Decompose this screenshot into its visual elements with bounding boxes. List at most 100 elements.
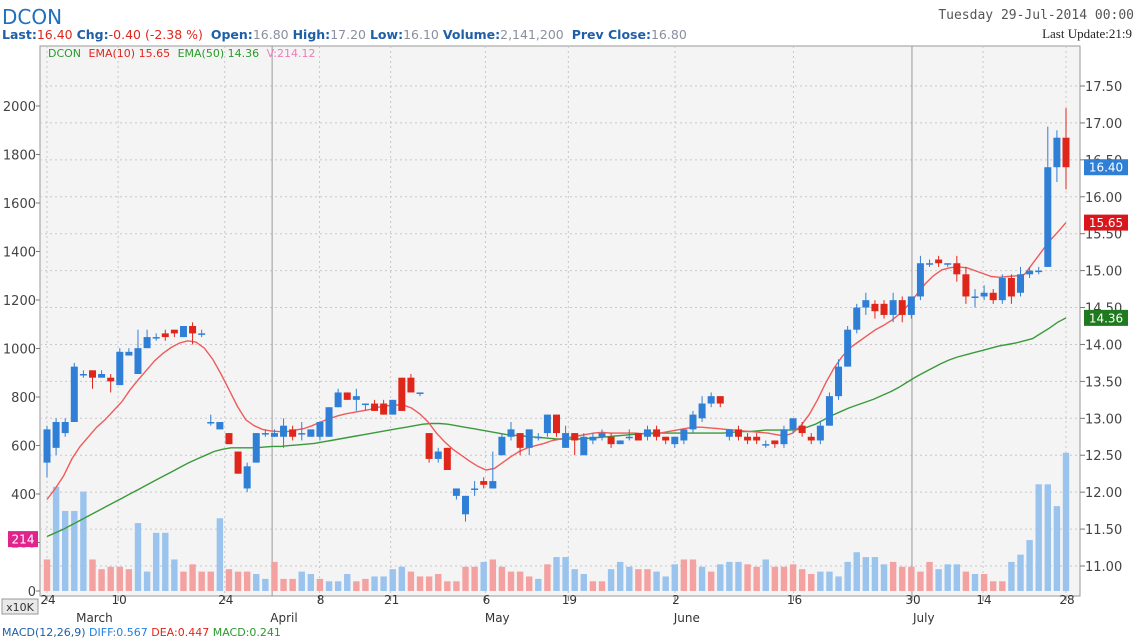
candle-body [516,433,524,448]
volume-bar [507,571,515,591]
month-label: July [912,611,935,625]
volume-bar [398,566,406,591]
candle-body [589,436,597,441]
volume-unit-box [1,598,39,615]
chg-label: Chg: [76,27,109,42]
volume-bar [362,578,369,591]
volume-bar [990,581,997,591]
candle-body [252,433,260,463]
ema10-line [46,222,1067,500]
volume-bar [225,569,233,591]
volume-bar [271,561,278,591]
candle-body [771,440,779,445]
svg-text:DCON EMA(10) 15.65: DCON EMA(10) 15.65 EMA(50) 14.36 V:214.1… [48,47,315,60]
date-tick-label: 10 [111,593,126,607]
volume-bar [416,576,424,591]
candle-body [462,495,470,515]
candle-body [835,366,843,397]
candle-body [880,303,888,315]
candle-body [944,263,952,265]
volume-bar [125,569,133,591]
last-update: Last Update:21:9 [1042,26,1132,41]
legend-volume: V:214.12 [267,47,316,60]
candle-body [580,436,588,456]
price-tick-label: 12.00 [1085,486,1122,501]
candle-body [798,425,806,434]
volume-tick-label: 1200 [3,294,36,309]
legend-symbol: DCON [48,47,81,60]
candle-body [698,403,706,419]
candle-body [270,433,278,437]
candle-body [753,436,761,441]
macd-label: MACD(12,26,9) [2,626,86,639]
open-label: Open: [210,27,253,42]
candle-body [125,351,133,356]
candle-body [43,429,51,463]
date-tick-label: 2 [672,593,680,607]
candle-body [1007,278,1015,297]
candle-body [789,418,797,430]
volume-tick-label: 600 [11,440,36,455]
last-value: 16.40 [36,27,73,42]
candle-body [889,300,897,315]
candlesticks [43,108,1070,522]
volume-bar [1026,540,1033,591]
candle-body [371,403,379,411]
candle-body [634,433,642,441]
macd-diff: DIFF:0.567 [89,626,148,639]
plot-area[interactable] [39,45,1081,597]
candle-body [543,414,551,434]
volume-bar [243,571,251,591]
candle-body [107,377,115,382]
date-tick-label: 30 [905,593,920,607]
volume-bar [107,566,114,591]
volume-bar [798,569,806,591]
volume-tick-label: 1000 [3,343,36,358]
volume-bar [935,569,942,591]
volume-bar [1062,452,1070,591]
tag-ema10-box [1084,214,1128,231]
candle-body [926,263,934,265]
candle-body [1035,270,1043,273]
price-tick-label: 16.00 [1085,191,1122,206]
date-tick-label: 21 [384,593,399,607]
volume-bar [116,566,123,591]
volume-bar [344,574,351,591]
volume-bar [535,578,542,591]
date-tick-label: 24 [218,593,233,607]
volume-bar [835,576,842,591]
volume-bar [753,566,760,591]
candle-body [953,263,961,275]
volume-bar [1017,554,1024,591]
volume-bar [216,518,224,591]
volume-bar [662,576,669,591]
candle-body [653,429,661,437]
volume-bar [817,571,824,591]
candle-body [152,337,160,339]
price-tick-label: 15.50 [1085,228,1122,243]
candle-body [389,399,397,415]
candle-body [825,396,833,426]
volume-bar [562,557,569,591]
date-tick-label: 6 [483,593,491,607]
chart-legend: DCON EMA(10) 15.65 EMA(50) 14.36 V:214.1… [48,47,315,60]
date-tick-label: 14 [976,593,991,607]
candle-body [734,429,742,437]
date-tick-label: 16 [787,593,802,607]
volume-bar [580,574,587,591]
date-tick-label: 19 [562,593,577,607]
candle-body [862,300,870,308]
candle-body [662,436,670,441]
price-tick-label: 13.00 [1085,412,1122,427]
candle-body [225,433,233,445]
volume-bar [771,566,779,591]
volume-bar [1035,484,1042,591]
volume-bar [871,557,879,591]
volume-bar [371,576,378,591]
candle-body [989,292,997,301]
volume-bar [143,571,151,591]
candle-body [689,414,697,430]
candle-body [343,392,351,400]
date-tick-label: 8 [317,593,325,607]
